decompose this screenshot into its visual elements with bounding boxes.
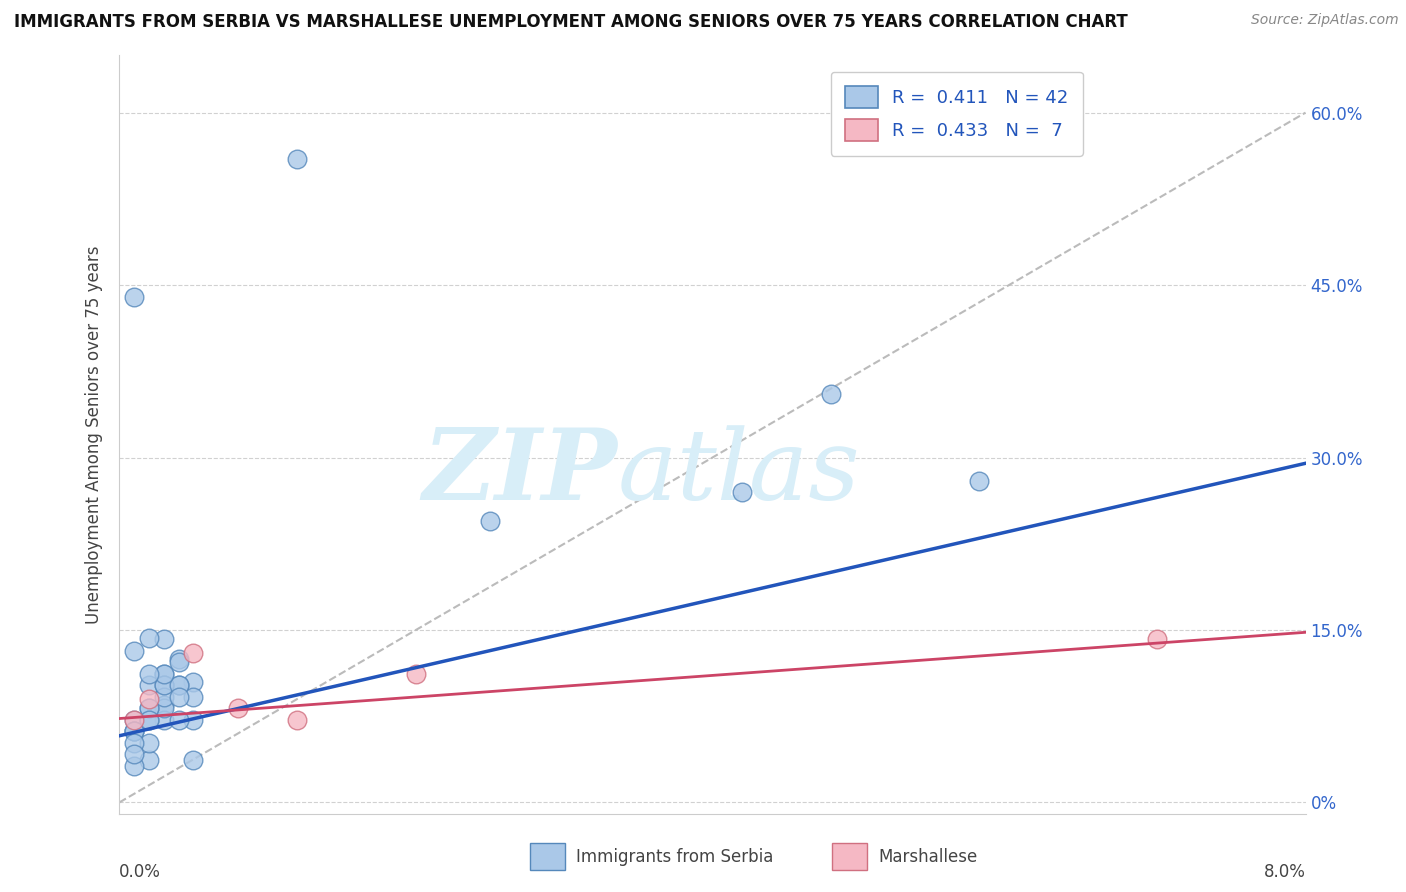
Point: [167, 678, 190, 692]
Point: [167, 652, 190, 666]
Point: [285, 713, 308, 727]
Point: [122, 758, 145, 772]
Point: [820, 387, 842, 401]
Point: [152, 666, 174, 681]
Point: [226, 701, 249, 715]
Point: [122, 747, 145, 761]
Point: [122, 736, 145, 750]
Point: [138, 666, 160, 681]
Point: [152, 678, 174, 692]
Point: [152, 713, 174, 727]
Point: [138, 701, 160, 715]
Legend: R =  0.411   N = 42, R =  0.433   N =  7: R = 0.411 N = 42, R = 0.433 N = 7: [831, 71, 1083, 155]
Point: [152, 701, 174, 715]
Text: 0.0%: 0.0%: [120, 863, 162, 881]
Text: ZIP: ZIP: [422, 425, 617, 521]
Point: [969, 474, 991, 488]
Point: [138, 753, 160, 767]
Point: [152, 678, 174, 692]
Text: Marshallese: Marshallese: [879, 847, 977, 866]
Point: [122, 724, 145, 739]
Point: [183, 674, 205, 689]
Point: [167, 690, 190, 704]
Point: [183, 646, 205, 660]
Point: [138, 701, 160, 715]
Point: [122, 289, 145, 303]
Point: [285, 152, 308, 166]
Text: Source: ZipAtlas.com: Source: ZipAtlas.com: [1251, 13, 1399, 28]
Point: [138, 713, 160, 727]
Point: [405, 666, 427, 681]
Point: [183, 690, 205, 704]
Text: Immigrants from Serbia: Immigrants from Serbia: [576, 847, 773, 866]
Point: [138, 631, 160, 645]
Point: [122, 643, 145, 657]
Point: [167, 678, 190, 692]
Point: [1146, 632, 1168, 647]
Point: [183, 753, 205, 767]
Point: [167, 655, 190, 669]
Text: 8.0%: 8.0%: [1264, 863, 1306, 881]
Point: [183, 713, 205, 727]
Point: [138, 678, 160, 692]
Point: [152, 690, 174, 704]
Point: [122, 724, 145, 739]
Text: atlas: atlas: [617, 425, 860, 520]
Point: [122, 713, 145, 727]
Point: [731, 485, 754, 500]
Point: [122, 724, 145, 739]
Point: [122, 713, 145, 727]
Y-axis label: Unemployment Among Seniors over 75 years: Unemployment Among Seniors over 75 years: [86, 245, 103, 624]
Point: [478, 514, 501, 528]
Point: [138, 713, 160, 727]
Point: [152, 666, 174, 681]
Point: [152, 632, 174, 647]
Point: [138, 736, 160, 750]
Point: [152, 698, 174, 712]
Point: [167, 713, 190, 727]
Point: [138, 692, 160, 706]
Text: IMMIGRANTS FROM SERBIA VS MARSHALLESE UNEMPLOYMENT AMONG SENIORS OVER 75 YEARS C: IMMIGRANTS FROM SERBIA VS MARSHALLESE UN…: [14, 13, 1128, 31]
